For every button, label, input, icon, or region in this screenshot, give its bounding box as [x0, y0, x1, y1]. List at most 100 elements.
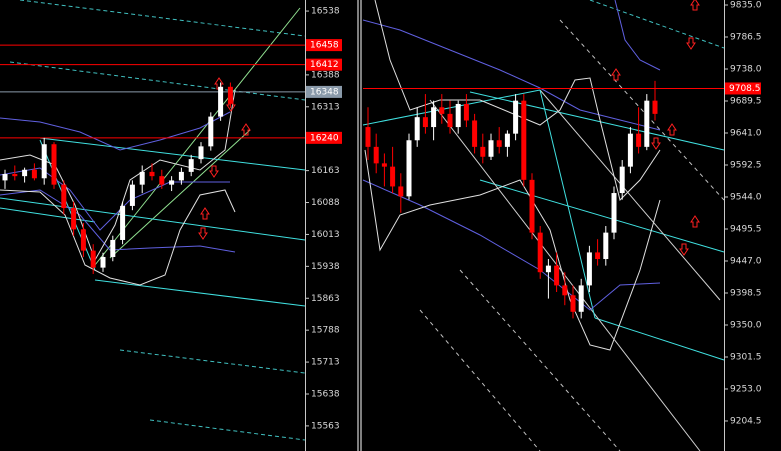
level-label: 16348 — [310, 87, 339, 97]
candle-body — [578, 285, 584, 312]
candle-body — [100, 256, 106, 268]
candle-body — [218, 86, 224, 117]
candle-body — [619, 166, 625, 194]
candle-body — [513, 100, 519, 134]
candle-body — [169, 180, 175, 185]
y-tick-label: 16313 — [311, 102, 340, 112]
candle-body — [554, 265, 560, 286]
arrow-down — [198, 99, 236, 240]
candle-body — [373, 146, 379, 164]
y-tick-label: 9301.5 — [730, 352, 762, 362]
candle-body — [504, 133, 510, 147]
candle-body — [12, 174, 18, 177]
y-tick-label: 9544.0 — [730, 192, 762, 202]
y-tick-label: 15638 — [311, 389, 340, 399]
candle-body — [120, 205, 126, 240]
channel-line — [94, 279, 306, 307]
candle-body — [595, 252, 601, 260]
envelope-upper — [374, 0, 661, 201]
candle-body — [611, 193, 617, 233]
candle-body — [406, 140, 412, 197]
channel-line — [362, 89, 541, 126]
candle-body — [414, 117, 420, 141]
arrow-up — [611, 0, 700, 228]
y-tick-label: 16163 — [311, 166, 340, 176]
candle-body — [480, 146, 486, 157]
band-upper — [614, 0, 661, 71]
y-tick-label: 9641.0 — [730, 129, 762, 139]
y-tick-label: 9447.0 — [730, 256, 762, 266]
candle-body — [61, 184, 67, 209]
y-tick-label: 16538 — [311, 7, 340, 17]
y-tick-label: 9204.5 — [730, 416, 762, 426]
candle-body — [636, 133, 642, 147]
candle-body — [41, 144, 47, 179]
candle-body — [488, 140, 494, 157]
candle-body — [627, 133, 633, 167]
y-tick-label: 15563 — [311, 421, 340, 431]
candle-body — [586, 252, 592, 286]
y-tick-label: 9738.0 — [730, 65, 762, 75]
level-label-box — [306, 39, 342, 52]
channel-line — [594, 317, 725, 361]
y-tick-label: 15713 — [311, 358, 340, 368]
candle-body — [431, 107, 437, 128]
envelope-lower — [364, 149, 661, 351]
trend-line — [539, 89, 596, 319]
y-tick-label: 9253.0 — [730, 384, 762, 394]
channel-line — [469, 91, 725, 151]
candle-body — [110, 239, 116, 257]
level-label: 16458 — [310, 41, 339, 51]
level-label-box — [306, 131, 342, 144]
envelope-lower — [0, 189, 236, 286]
candle-body — [603, 232, 609, 260]
candle-body — [455, 103, 461, 128]
y-tick-label: 9786.5 — [730, 33, 762, 43]
y-tick-label: 9398.5 — [730, 288, 762, 298]
candle-body — [71, 208, 77, 230]
candle-body — [159, 176, 165, 185]
candle-body — [447, 113, 453, 128]
candle-body — [652, 100, 658, 114]
candle-body — [90, 250, 96, 268]
level-label: 16412 — [310, 60, 339, 70]
candle-body — [129, 184, 135, 206]
y-tick-label: 9689.5 — [730, 97, 762, 107]
candle-body — [149, 171, 155, 177]
candle-body — [188, 159, 194, 172]
y-tick-label: 16388 — [311, 70, 340, 80]
channel-line — [459, 269, 621, 451]
channel-line — [39, 137, 306, 171]
channel-line — [0, 197, 306, 241]
candle-body — [570, 295, 576, 312]
channel-line — [9, 61, 306, 101]
candle-body — [472, 120, 478, 147]
candle-body — [463, 103, 469, 121]
candle-body — [198, 146, 204, 160]
channel-line — [19, 0, 306, 37]
candle-body — [51, 144, 57, 185]
band-lower — [0, 189, 236, 253]
level-label: 16240 — [310, 133, 339, 143]
candle-body — [521, 100, 527, 180]
candle-body — [390, 166, 396, 187]
candle-body — [537, 232, 543, 273]
candle-body — [545, 265, 551, 273]
y-tick-label: 9350.0 — [730, 320, 762, 330]
candle-body — [80, 229, 86, 251]
y-tick-label: 9592.5 — [730, 161, 762, 171]
level-label-box — [725, 82, 761, 95]
y-tick-label: 16088 — [311, 198, 340, 208]
candle-body — [562, 285, 568, 296]
candle-body — [422, 117, 428, 128]
band-upper — [0, 111, 231, 151]
channel-line — [589, 0, 725, 49]
level-label-box — [306, 85, 342, 98]
candle-body — [398, 186, 404, 197]
y-tick-label: 9495.5 — [730, 224, 762, 234]
y-tick-label: 16013 — [311, 230, 340, 240]
channel-line — [419, 309, 541, 451]
